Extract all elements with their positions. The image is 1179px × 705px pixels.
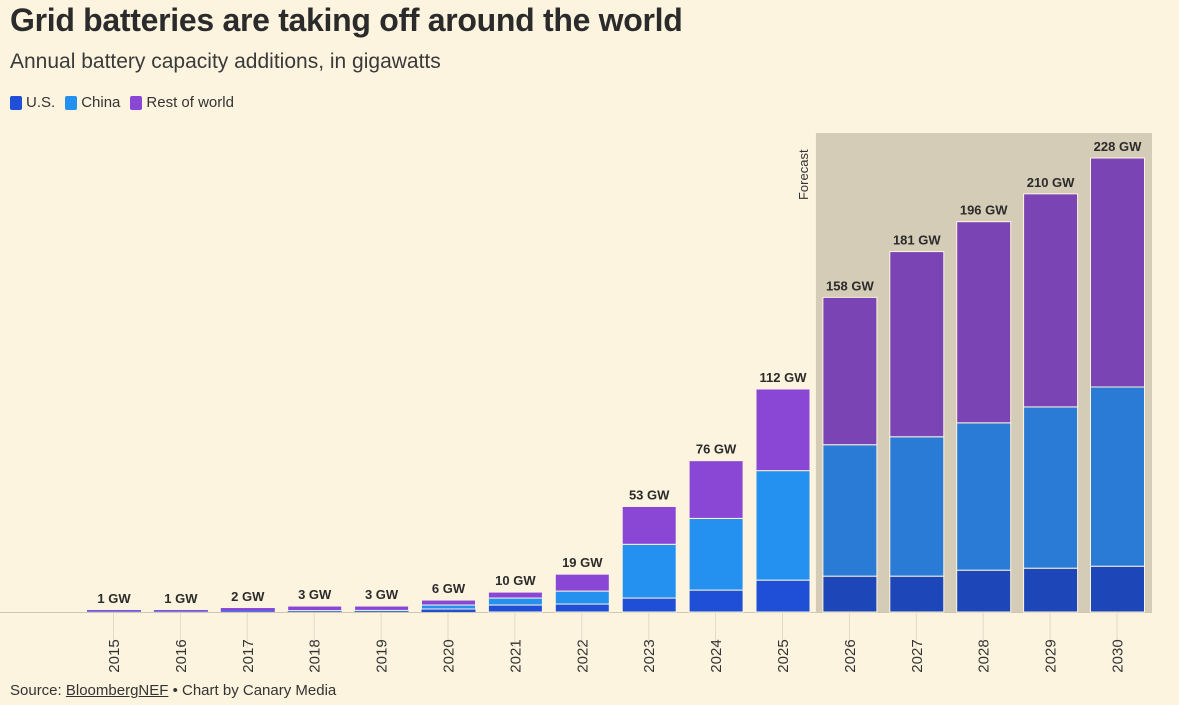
bar-segment-china-2026 bbox=[822, 444, 878, 577]
bar-total-label: 2 GW bbox=[231, 589, 265, 604]
x-tick-label: 2030 bbox=[1110, 639, 1127, 672]
bar-segment-rest-of-world-2027 bbox=[889, 251, 945, 438]
bar-segment-u-s--2024 bbox=[688, 589, 744, 613]
bar-segment-china-2020 bbox=[421, 604, 476, 610]
bar-total-label: 228 GW bbox=[1094, 139, 1142, 154]
bar-segment-china-2023 bbox=[621, 543, 677, 599]
bar-segment-u-s--2026 bbox=[822, 575, 878, 613]
bar-total-label: 53 GW bbox=[629, 487, 670, 502]
bar-segment-u-s--2029 bbox=[1023, 567, 1079, 613]
bar-segment-rest-of-world-2023 bbox=[621, 505, 677, 545]
bar-segment-china-2022 bbox=[554, 590, 610, 605]
x-tick-label: 2018 bbox=[307, 639, 324, 672]
legend-swatch-china bbox=[65, 95, 78, 110]
x-tick-label: 2025 bbox=[775, 639, 792, 672]
legend-label-us: U.S. bbox=[26, 94, 56, 111]
x-tick-label: 2023 bbox=[641, 639, 658, 672]
bar-total-label: 112 GW bbox=[760, 370, 808, 385]
bar-segment-rest-of-world-2017 bbox=[220, 608, 275, 612]
chart-subtitle: Annual battery capacity additions, in gi… bbox=[10, 50, 441, 73]
source-prefix: Source: bbox=[10, 682, 66, 699]
bar-segment-u-s--2018 bbox=[287, 611, 342, 612]
bar-segment-u-s--2021 bbox=[487, 604, 543, 613]
x-tick-label: 2019 bbox=[374, 639, 391, 672]
bar-total-label: 10 GW bbox=[495, 573, 536, 588]
bar-segment-u-s--2022 bbox=[554, 603, 610, 613]
bar-total-label: 6 GW bbox=[432, 581, 466, 596]
bar-total-label: 1 GW bbox=[97, 591, 131, 606]
bar-total-label: 76 GW bbox=[696, 442, 737, 457]
bar-segment-china-2030 bbox=[1090, 386, 1145, 567]
bar-segment-u-s--2025 bbox=[755, 579, 811, 613]
x-tick-label: 2029 bbox=[1043, 639, 1060, 672]
bar-segment-rest-of-world-2028 bbox=[956, 221, 1012, 424]
x-tick-label: 2028 bbox=[976, 639, 993, 672]
bar-segment-u-s--2028 bbox=[956, 569, 1012, 613]
bar-segment-u-s--2030 bbox=[1090, 565, 1145, 613]
x-tick-label: 2016 bbox=[173, 639, 190, 672]
bar-total-label: 3 GW bbox=[365, 587, 399, 602]
bar-total-label: 19 GW bbox=[562, 555, 603, 570]
bar-segment-u-s--2020 bbox=[421, 609, 476, 612]
legend-label-rest-of-world: Rest of world bbox=[146, 94, 234, 111]
bar-segment-rest-of-world-2025 bbox=[755, 388, 811, 472]
legend: U.S. China Rest of world bbox=[10, 94, 234, 111]
legend-swatch-rest-of-world bbox=[130, 95, 143, 110]
x-tick-label: 2021 bbox=[507, 639, 524, 672]
bar-segment-china-2021 bbox=[487, 597, 543, 606]
bar-segment-rest-of-world-2021 bbox=[487, 591, 543, 599]
bar-segment-rest-of-world-2020 bbox=[421, 599, 476, 606]
bar-segment-rest-of-world-2026 bbox=[822, 296, 878, 446]
chart-title: Grid batteries are taking off around the… bbox=[10, 2, 683, 38]
legend-item-us: U.S. bbox=[10, 94, 55, 111]
bar-total-label: 3 GW bbox=[298, 587, 332, 602]
bar-segment-china-2025 bbox=[755, 470, 811, 581]
bar-segment-rest-of-world-2016 bbox=[153, 610, 208, 612]
bar-segment-rest-of-world-2019 bbox=[354, 605, 410, 611]
bar-segment-china-2017 bbox=[220, 611, 275, 612]
bar-segment-u-s--2023 bbox=[621, 597, 677, 613]
bar-segment-u-s--2027 bbox=[889, 575, 945, 613]
bar-segment-rest-of-world-2029 bbox=[1023, 193, 1079, 408]
bar-segment-rest-of-world-2022 bbox=[554, 573, 610, 592]
bar-total-label: 1 GW bbox=[164, 591, 198, 606]
x-tick-label: 2027 bbox=[909, 639, 926, 672]
bar-segment-rest-of-world-2018 bbox=[287, 605, 343, 612]
x-tick-label: 2017 bbox=[240, 639, 257, 672]
x-tick-label: 2026 bbox=[842, 639, 859, 672]
forecast-label: Forecast bbox=[796, 149, 811, 200]
x-tick-label: 2020 bbox=[441, 639, 458, 672]
bar-segment-china-2029 bbox=[1023, 406, 1079, 569]
bar-segment-rest-of-world-2015 bbox=[87, 610, 141, 612]
legend-item-rest-of-world: Rest of world bbox=[130, 94, 234, 111]
bar-segment-u-s--2019 bbox=[354, 611, 409, 612]
x-tick-label: 2024 bbox=[708, 639, 725, 672]
source-suffix: • Chart by Canary Media bbox=[168, 682, 337, 699]
legend-label-china: China bbox=[81, 94, 121, 111]
bar-segment-rest-of-world-2024 bbox=[688, 460, 744, 519]
bar-total-label: 181 GW bbox=[893, 233, 941, 248]
bar-segment-china-2028 bbox=[956, 422, 1012, 571]
x-tick-label: 2015 bbox=[106, 639, 123, 672]
legend-swatch-us bbox=[10, 95, 22, 110]
legend-item-china: China bbox=[65, 94, 120, 111]
bar-total-label: 196 GW bbox=[960, 203, 1008, 218]
source-link[interactable]: BloombergNEF bbox=[65, 682, 169, 699]
bar-segment-china-2024 bbox=[688, 517, 744, 591]
x-tick-label: 2022 bbox=[574, 639, 591, 672]
bar-total-label: 210 GW bbox=[1027, 175, 1075, 190]
bar-segment-china-2027 bbox=[889, 436, 945, 577]
bar-total-label: 158 GW bbox=[826, 278, 874, 293]
source-note: Source: BloombergNEF • Chart by Canary M… bbox=[10, 682, 336, 699]
bar-segment-rest-of-world-2030 bbox=[1090, 157, 1145, 388]
